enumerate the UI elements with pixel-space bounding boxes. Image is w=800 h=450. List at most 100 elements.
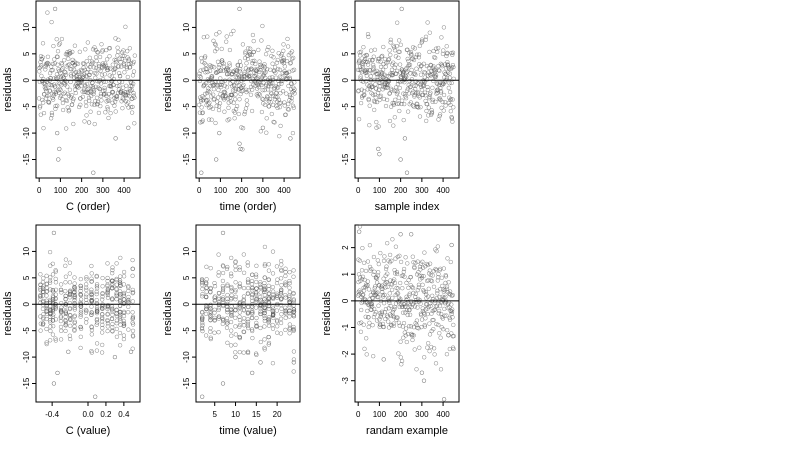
- scatter-point: [51, 43, 56, 49]
- scatter-point: [416, 326, 421, 331]
- scatter-point: [226, 67, 231, 72]
- scatter-point: [40, 279, 46, 285]
- scatter-point: [209, 74, 215, 79]
- scatter-point: [405, 331, 411, 337]
- scatter-point: [423, 93, 428, 98]
- x-axis: 5 10 15 20: [212, 401, 282, 419]
- scatter-point: [374, 276, 379, 281]
- scatter-point: [222, 109, 227, 114]
- scatter-point: [51, 230, 57, 236]
- scatter-point: [419, 324, 424, 330]
- scatter-point: [237, 285, 242, 290]
- scatter-point: [104, 57, 110, 62]
- scatter-point: [372, 285, 377, 291]
- y-axis-label: residuals: [2, 291, 14, 336]
- scatter-point: [78, 276, 83, 282]
- scatter-point: [78, 324, 83, 330]
- y-tick-label: 5: [182, 275, 191, 280]
- scatter-point: [396, 320, 402, 325]
- scatter-point: [393, 292, 398, 298]
- scatter-point: [238, 63, 244, 68]
- scatter-point: [272, 64, 278, 70]
- scatter-point: [130, 328, 136, 333]
- point-layer: [355, 6, 456, 175]
- scatter-point: [114, 334, 120, 339]
- scatter-point: [429, 311, 434, 316]
- scatter-point: [361, 45, 366, 50]
- scatter-point: [260, 97, 266, 102]
- scatter-point: [361, 292, 366, 297]
- x-tick-label: 0: [37, 186, 42, 195]
- scatter-point: [237, 349, 242, 355]
- scatter-point: [200, 110, 205, 116]
- scatter-point: [436, 63, 441, 69]
- scatter-point: [221, 302, 226, 308]
- scatter-point: [121, 85, 126, 90]
- scatter-point: [130, 104, 135, 110]
- scatter-point: [287, 314, 292, 319]
- scatter-point: [100, 319, 105, 324]
- x-tick-label: 100: [373, 186, 387, 195]
- scatter-point: [200, 286, 205, 292]
- scatter-point: [53, 89, 59, 95]
- scatter-point: [423, 98, 428, 104]
- scatter-point: [220, 230, 226, 236]
- scatter-point: [263, 75, 268, 80]
- scatter-point: [51, 312, 56, 317]
- scatter-point: [398, 42, 403, 47]
- scatter-point: [289, 56, 295, 61]
- scatter-point: [248, 46, 253, 51]
- scatter-point: [369, 304, 375, 309]
- scatter-point: [47, 88, 53, 93]
- scatter-point: [198, 99, 204, 104]
- scatter-point: [199, 170, 204, 175]
- scatter-point: [199, 318, 205, 323]
- x-tick-label: 0.0: [82, 410, 94, 419]
- scatter-point: [41, 316, 46, 322]
- scatter-point: [439, 82, 445, 88]
- scatter-point: [391, 123, 396, 128]
- scatter-point: [362, 92, 367, 97]
- scatter-point: [110, 322, 115, 327]
- scatter-point: [110, 306, 115, 311]
- scatter-point: [416, 282, 422, 287]
- scatter-point: [264, 116, 269, 121]
- scatter-point: [208, 313, 213, 318]
- scatter-point: [287, 270, 292, 275]
- scatter-point: [262, 310, 267, 315]
- scatter-point: [225, 340, 230, 345]
- scatter-point: [95, 50, 101, 55]
- scatter-point: [433, 55, 438, 61]
- y-tick-label: 5: [22, 51, 31, 56]
- scatter-point: [114, 276, 119, 282]
- scatter-point: [413, 294, 418, 300]
- scatter-point: [99, 350, 105, 355]
- scatter-point: [110, 328, 115, 333]
- scatter-point: [63, 293, 68, 299]
- scatter-point: [105, 295, 111, 300]
- scatter-point: [57, 95, 63, 100]
- scatter-point: [447, 75, 452, 80]
- scatter-point: [130, 310, 135, 315]
- scatter-point: [216, 107, 222, 113]
- scatter-point: [241, 88, 246, 93]
- scatter-point: [370, 92, 376, 97]
- scatter-point: [441, 397, 447, 402]
- scatter-point: [416, 81, 421, 86]
- y-tick-label: -10: [22, 351, 31, 363]
- scatter-point: [110, 279, 115, 284]
- scatter-point: [440, 316, 446, 321]
- scatter-point: [401, 335, 406, 340]
- scatter-point: [53, 276, 58, 282]
- scatter-point: [259, 82, 264, 88]
- scatter-point: [84, 320, 89, 325]
- scatter-point: [44, 340, 49, 345]
- scatter-point: [397, 85, 402, 91]
- scatter-point: [262, 62, 267, 67]
- scatter-point: [50, 314, 56, 319]
- scatter-point: [409, 284, 415, 290]
- scatter-point: [365, 300, 370, 305]
- scatter-point: [88, 109, 93, 114]
